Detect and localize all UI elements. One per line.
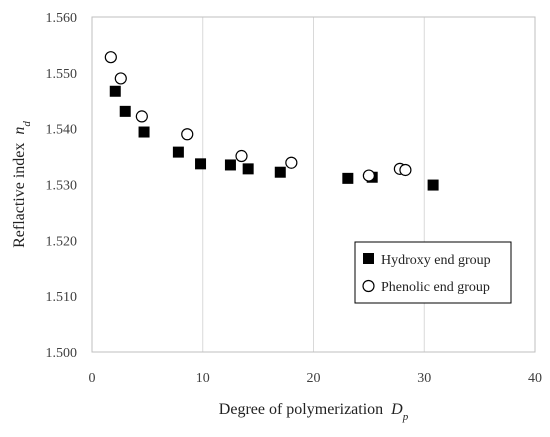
- hydroxy-point: [138, 126, 150, 138]
- hydroxy-point: [224, 159, 236, 171]
- phenolic-point: [104, 51, 117, 64]
- phenolic-point: [114, 72, 127, 85]
- y-axis-title-subscript: d: [21, 121, 33, 127]
- hydroxy-point: [342, 172, 354, 184]
- legend-marker-phenolic-circle: [362, 279, 375, 293]
- x-tick-label: 20: [307, 371, 321, 386]
- hydroxy-point: [172, 146, 184, 158]
- y-axis-title: Reflactive index nd: [11, 121, 33, 248]
- x-axis-title: Degree of polymerization Dp: [219, 401, 409, 423]
- phenolic-point: [135, 110, 148, 123]
- hydroxy-point: [242, 163, 254, 175]
- phenolic-point: [362, 169, 375, 182]
- y-tick-label: 1.510: [46, 290, 78, 305]
- legend-marker-hydroxy-square: [363, 253, 374, 264]
- hydroxy-point: [427, 179, 439, 191]
- x-tick-label: 30: [417, 371, 431, 386]
- x-tick-label: 10: [196, 371, 210, 386]
- hydroxy-point: [119, 105, 131, 117]
- y-tick-label: 1.500: [46, 346, 78, 361]
- x-axis-title-subscript: p: [402, 411, 409, 423]
- tick-labels: 0 10 20 30 40 1.500 1.510 1.520 1.530 1.540 1.550 1…: [46, 11, 543, 386]
- phenolic-point: [399, 163, 412, 177]
- data-points: [104, 51, 439, 191]
- y-tick-label: 1.530: [46, 179, 78, 194]
- phenolic-point: [181, 128, 194, 141]
- legend-label-phenolic: Phenolic end group: [381, 280, 490, 295]
- legend-box: [354, 241, 512, 304]
- y-tick-label: 1.550: [46, 67, 78, 82]
- hydroxy-point: [195, 158, 207, 170]
- y-tick-label: 1.540: [46, 123, 78, 138]
- legend: Hydroxy end group Phenolic end group: [354, 241, 512, 304]
- phenolic-point: [285, 156, 298, 169]
- y-axis-title-variable: n: [11, 127, 28, 135]
- x-axis-title-text: Degree of polymerization: [219, 401, 383, 418]
- legend-label-hydroxy: Hydroxy end group: [381, 253, 491, 268]
- y-tick-label: 1.520: [46, 234, 78, 249]
- y-tick-label: 1.560: [46, 11, 78, 26]
- x-tick-label: 40: [528, 371, 542, 386]
- plot-area-border: [91, 16, 536, 353]
- x-tick-label: 0: [89, 371, 96, 386]
- phenolic-point: [235, 149, 248, 163]
- hydroxy-point: [274, 166, 286, 178]
- y-axis-title-text: Reflactive index: [11, 143, 28, 248]
- x-axis-title-variable: D: [390, 401, 403, 418]
- hydroxy-point: [109, 85, 121, 97]
